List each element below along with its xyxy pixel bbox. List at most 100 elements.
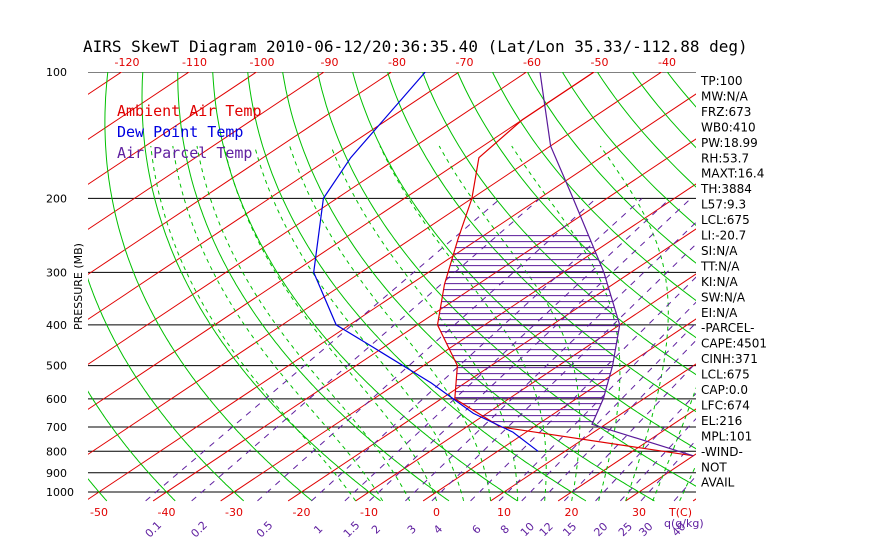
moist-adiabat-line (511, 145, 621, 502)
stat-line: L57:9.3 (701, 198, 746, 212)
stat-line: EL:216 (701, 414, 742, 428)
chart-title: AIRS SkewT Diagram 2010-06-12/20:36:35.4… (83, 37, 748, 56)
moist-adiabat-line (330, 145, 519, 501)
dry-adiabat-line (386, 72, 696, 413)
mixing-ratio-tick-label: 12 (537, 520, 556, 539)
pressure-tick-label: 600 (46, 393, 67, 406)
isotherm-line (557, 408, 696, 502)
mixing-ratio-labels: 0.1 0.2 0.5 1 1.5 2 3 4 6 8 10 12 15 20 25 30 40q(g/kg) (143, 517, 704, 540)
legend-item: Dew Point Temp (117, 123, 243, 141)
stat-line: SI:N/A (701, 244, 738, 258)
pressure-tick-label: 900 (46, 467, 67, 480)
moist-adiabat-line (172, 145, 384, 502)
legend: Ambient Air Temp Dew Point Temp Air Parcel… (117, 102, 262, 162)
dry-adiabat-line (764, 63, 870, 501)
mixing-ratio-tick-label: 25 (616, 520, 635, 539)
isotherm-line (88, 72, 595, 410)
pressure-tick-label: 200 (46, 192, 67, 205)
mixing-ratio-tick-label: 10 (518, 520, 537, 539)
moist-adiabat-line (223, 145, 438, 502)
pressure-tick-label: 100 (46, 66, 67, 79)
plot-grid (0, 63, 870, 502)
dry-adiabat-line (666, 72, 696, 108)
pressure-tick-label: 700 (46, 421, 67, 434)
moist-adiabat-line (599, 145, 669, 502)
mixing-ratio-line (311, 198, 643, 502)
stat-line: LI:-20.7 (701, 229, 746, 243)
bottom-temp-labels: -50 -40 -30 -20 -10 0 10 20 30 T(C) (90, 506, 692, 519)
mixing-ratio-tick-label: 8 (498, 522, 512, 536)
mixing-ratio-tick-label: 20 (591, 520, 610, 539)
dry-adiabat-line (526, 72, 696, 264)
mixing-ratio-tick-label: 0.1 (143, 519, 165, 541)
mixing-ratio-tick-label: 6 (470, 522, 484, 536)
bottom-temp-tick-label: -50 (90, 506, 108, 519)
isotherm-line (761, 63, 870, 501)
pressure-labels: 100 200 300 400 500 600 700 800 900 1000 (46, 66, 74, 499)
stat-line: -WIND- (701, 445, 743, 459)
stat-line: KI:N/A (701, 275, 738, 289)
stat-line: MAXT:16.4 (701, 167, 764, 181)
isotherm-line (0, 63, 68, 501)
top-temp-tick-label: -80 (388, 56, 406, 69)
top-temp-tick-label: -110 (182, 56, 207, 69)
stat-line: FRZ:673 (701, 105, 751, 119)
mixing-ratio-line (257, 198, 597, 502)
dry-adiabat-line (212, 72, 518, 502)
q-axis-label: q(g/kg) (664, 517, 704, 530)
dry-adiabat-line (88, 277, 245, 502)
isotherm-line (355, 273, 696, 502)
pressure-tick-label: 800 (46, 445, 67, 458)
mixing-ratio-tick-label: 0.5 (254, 519, 276, 541)
stat-line: SW:N/A (701, 290, 746, 304)
pressure-tick-label: 300 (46, 266, 67, 279)
stat-line: CINH:371 (701, 352, 758, 366)
stat-line: -PARCEL- (701, 321, 755, 335)
isotherm-line (422, 318, 696, 502)
stat-line: WB0:410 (701, 120, 756, 134)
stat-line: MPL:101 (701, 429, 752, 443)
legend-item: Air Parcel Temp (117, 144, 252, 162)
stat-line: TT:N/A (700, 259, 740, 273)
dry-adiabat-line (177, 72, 450, 502)
dry-adiabat-line (798, 63, 870, 501)
stat-line: TP:100 (700, 74, 743, 88)
mixing-ratio-line (145, 198, 501, 502)
pressure-tick-label: 500 (46, 360, 67, 373)
moist-adiabat-line (196, 145, 411, 502)
dew-point-line (313, 72, 539, 452)
mixing-ratio-tick-label: 30 (636, 520, 655, 539)
cape-hatch (437, 235, 620, 423)
isotherm-line (287, 228, 696, 502)
mixing-ratio-tick-label: 2 (369, 522, 383, 536)
top-temp-tick-label: -60 (523, 56, 541, 69)
dry-adiabat-line (833, 63, 870, 501)
mixing-ratio-line (344, 198, 671, 502)
isotherm-line (88, 72, 258, 185)
top-temp-tick-label: -70 (456, 56, 474, 69)
mixing-ratio-tick-label: 3 (405, 522, 419, 536)
dry-adiabat-line (247, 72, 587, 502)
bottom-temp-tick-label: 30 (632, 506, 646, 519)
legend-item: Ambient Air Temp (117, 102, 262, 120)
stat-line: CAPE:4501 (701, 337, 767, 351)
mixing-ratio-tick-label: 1 (311, 522, 325, 536)
stat-line: AVAIL (701, 476, 735, 490)
isotherm-line (152, 138, 696, 502)
isotherm-line (88, 72, 325, 230)
mixing-ratio-line (191, 198, 541, 502)
dry-adiabat-line (104, 72, 313, 502)
top-temp-tick-label: -120 (115, 56, 140, 69)
isotherm-line (828, 63, 870, 501)
stat-line: CAP:0.0 (701, 383, 748, 397)
stat-line: RH:53.7 (701, 151, 749, 165)
dry-adiabat-line (491, 72, 696, 302)
moist-adiabat-line (150, 145, 357, 502)
stat-line: PW:18.99 (701, 136, 758, 150)
top-temp-tick-label: -90 (321, 56, 339, 69)
mixing-ratio-tick-label: 1.5 (341, 519, 363, 541)
isotherm-line (88, 72, 393, 275)
bottom-temp-tick-label: -30 (225, 506, 243, 519)
